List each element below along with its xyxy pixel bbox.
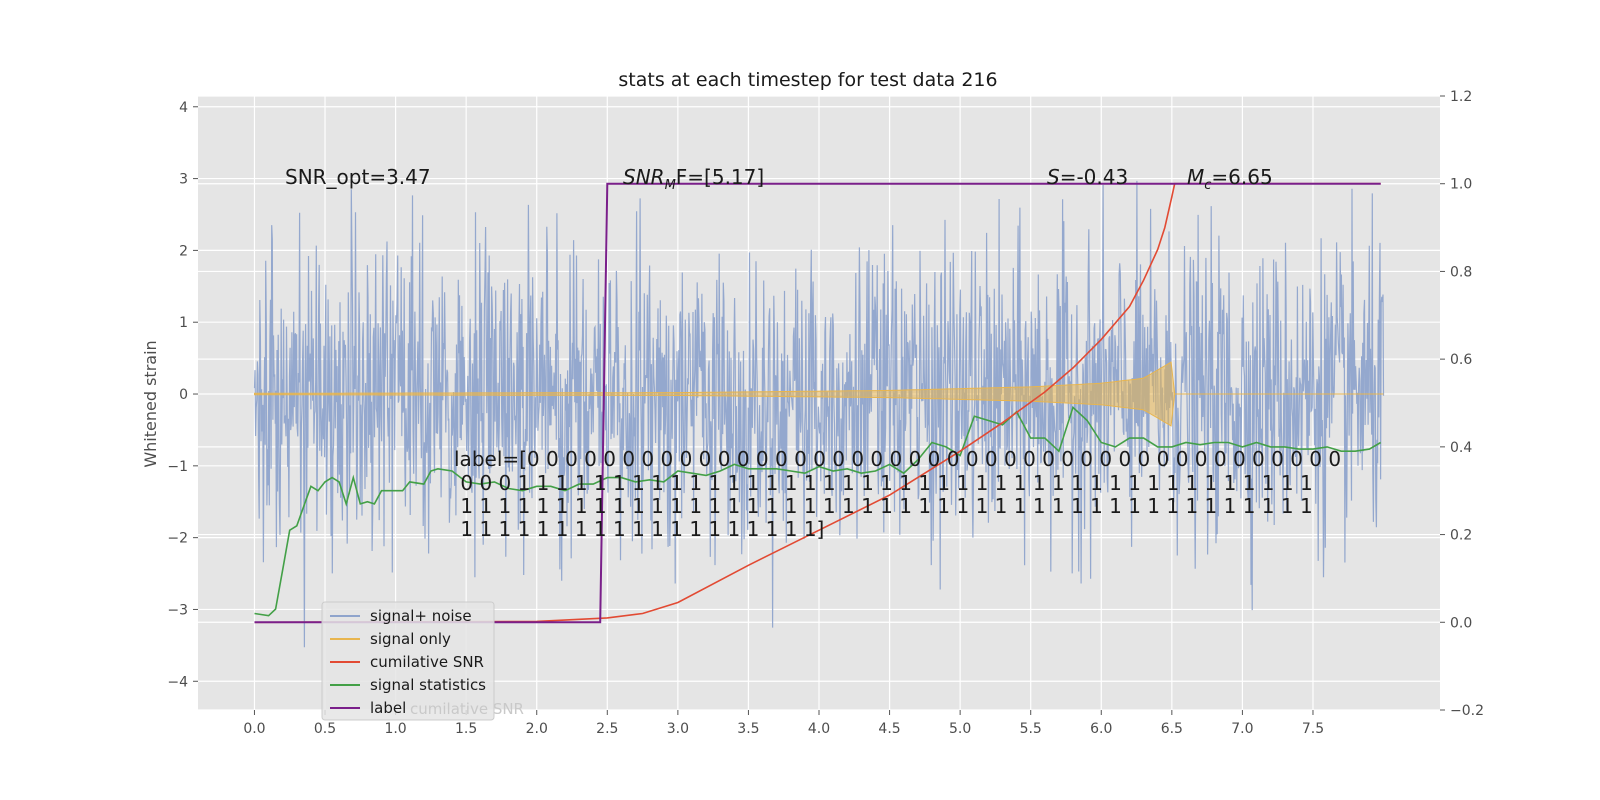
left-y-tick-label: 1 — [179, 315, 188, 331]
label-line-2: 0 0 0 1 1 1 1 1 1 1 1 1 1 1 1 1 1 1 1 1 … — [454, 471, 1313, 495]
x-tick-label: 4.0 — [808, 721, 830, 737]
right-y-tick-label: 0.0 — [1450, 615, 1472, 631]
snr-opt-annotation: SNR_opt=3.47 — [285, 165, 431, 189]
x-tick-label: 6.0 — [1090, 721, 1112, 737]
x-tick-label: 7.5 — [1302, 721, 1324, 737]
legend-label: signal only — [370, 630, 451, 648]
y-axis-label: Whitened strain — [141, 340, 160, 467]
left-y-axis: 4 3 2 1 0 −1 −2 −3 −4 — [167, 100, 198, 690]
x-tick-label: 1.0 — [384, 721, 406, 737]
right-y-tick-label: 0.2 — [1450, 528, 1472, 544]
x-axis: 0.0 0.5 1.0 1.5 2.0 2.5 3.0 3.5 4.0 4.5 5.0 5.5 6.0 6… — [243, 710, 1324, 737]
left-y-tick-label: −3 — [167, 602, 188, 618]
x-tick-label: 2.0 — [526, 721, 548, 737]
series-signal-only — [254, 361, 1384, 427]
right-y-tick-label: 1.0 — [1450, 177, 1472, 193]
legend-label: signal+ noise — [370, 607, 472, 625]
label-line-3: 1 1 1 1 1 1 1 1 1 1 1 1 1 1 1 1 1 1 1 1 … — [454, 494, 1313, 518]
s-symbol: S — [1047, 165, 1060, 189]
legend-ghost-text: cumilative SNR — [410, 700, 524, 718]
x-tick-label: 3.5 — [737, 721, 759, 737]
series-signal-noise — [253, 180, 1385, 648]
x-tick-label: 4.5 — [878, 721, 900, 737]
s-annotation: S=-0.43 — [1047, 165, 1128, 189]
legend-label: cumilative SNR — [370, 653, 484, 671]
legend-label: signal statistics — [370, 676, 486, 694]
legend: cumilative SNR signal+ noise signal only c… — [321, 601, 524, 721]
x-tick-label: 1.5 — [455, 721, 477, 737]
series-cumilative-snr — [254, 182, 1381, 624]
snr-mf-value: F=[5.17] — [676, 165, 764, 189]
left-y-tick-label: 2 — [179, 243, 188, 259]
snr-mf-symbol: SNR — [623, 165, 665, 189]
x-tick-label: 5.5 — [1020, 721, 1042, 737]
series-signal-statistics — [254, 405, 1382, 617]
mc-value: =6.65 — [1211, 165, 1272, 189]
left-y-tick-label: 0 — [179, 387, 188, 403]
snr-mf-subscript: M — [665, 178, 676, 193]
right-y-tick-label: −0.2 — [1450, 703, 1484, 719]
x-tick-label: 6.5 — [1161, 721, 1183, 737]
left-y-tick-label: 4 — [179, 100, 188, 116]
left-y-tick-label: −4 — [167, 674, 188, 690]
s-value: =-0.43 — [1060, 165, 1129, 189]
x-tick-label: 7.0 — [1231, 721, 1253, 737]
legend-box — [321, 601, 495, 721]
legend-label: label — [370, 699, 406, 717]
left-y-tick-label: −2 — [167, 531, 188, 547]
right-y-tick-label: 0.8 — [1450, 264, 1472, 280]
x-tick-label: 3.0 — [667, 721, 689, 737]
left-y-tick-label: −1 — [167, 459, 188, 475]
x-tick-label: 0.5 — [314, 721, 336, 737]
snr-mf-annotation: SNRMF=[5.17] — [623, 165, 764, 193]
mc-symbol: M — [1187, 165, 1204, 189]
right-y-axis: 1.2 1.0 0.8 0.6 0.4 0.2 0.0 −0.2 — [1440, 89, 1484, 719]
mc-annotation: Mc=6.65 — [1187, 165, 1273, 193]
chart-title: stats at each timestep for test data 216 — [618, 69, 997, 91]
label-line-4: 1 1 1 1 1 1 1 1 1 1 1 1 1 1 1 1 1 1 1] — [454, 517, 824, 541]
x-tick-label: 0.0 — [243, 721, 265, 737]
x-tick-label: 5.0 — [949, 721, 971, 737]
x-tick-label: 2.5 — [596, 721, 618, 737]
right-y-tick-label: 0.4 — [1450, 440, 1472, 456]
right-y-tick-label: 0.6 — [1450, 352, 1472, 368]
left-y-tick-label: 3 — [179, 172, 188, 188]
label-annotation: label=[0 0 0 0 0 0 0 0 0 0 0 0 0 0 0 0 0… — [454, 447, 1341, 541]
label-line-1: label=[0 0 0 0 0 0 0 0 0 0 0 0 0 0 0 0 0… — [454, 447, 1341, 471]
mc-subscript: c — [1204, 178, 1211, 193]
right-y-tick-label: 1.2 — [1450, 89, 1472, 105]
